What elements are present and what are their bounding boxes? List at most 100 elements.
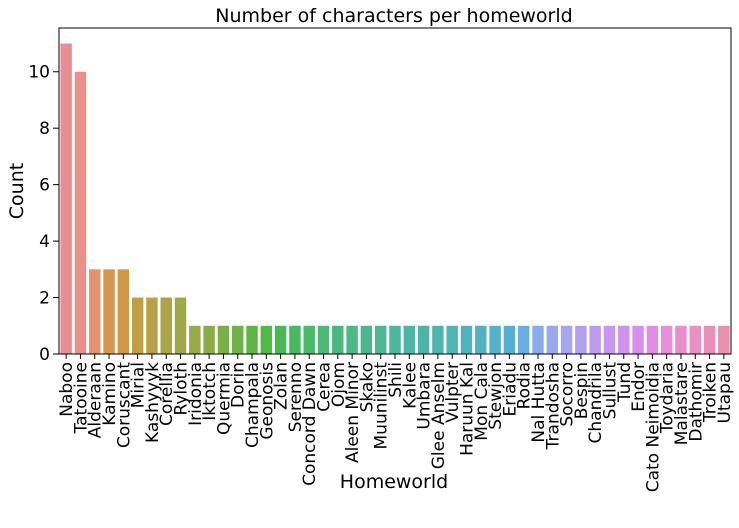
x-tick-label: Trandosha xyxy=(543,362,563,450)
x-tick-label: Stewjon xyxy=(486,362,506,430)
x-tick-label: Utapau xyxy=(715,362,735,424)
bar-alderaan xyxy=(89,269,101,354)
x-tick-label: Alderaan xyxy=(86,362,106,438)
x-tick-label: Skako xyxy=(357,362,377,412)
bar-glee-anselm xyxy=(432,325,444,354)
x-tick-label: Socorro xyxy=(558,362,578,427)
x-tick-label: Dathomir xyxy=(686,362,706,442)
bar-dorin xyxy=(232,325,244,354)
y-tick-label: 0 xyxy=(39,345,50,365)
bar-stewjon xyxy=(489,325,501,354)
bar-kalee xyxy=(403,325,416,354)
x-tick-label: Bespin xyxy=(572,362,592,419)
bar-aleen-minor xyxy=(346,325,358,354)
chart-title: Number of characters per homeworld xyxy=(215,5,572,27)
x-tick-label: Vulpter xyxy=(443,362,463,423)
bar-malastare xyxy=(675,325,687,354)
x-axis-label: Homeworld xyxy=(340,471,448,493)
bar-quermia xyxy=(217,325,230,354)
x-tick-label: Haruun Kal xyxy=(457,362,477,456)
bar-muunilinst xyxy=(374,325,387,354)
bar-vulpter xyxy=(446,325,458,354)
bar-cato-neimoidia xyxy=(646,325,659,354)
x-tick-label: Tund xyxy=(615,362,635,403)
x-tick-label: Malastare xyxy=(672,362,692,445)
y-tick-label: 8 xyxy=(39,119,50,139)
x-tick-label: Geonosis xyxy=(257,362,277,440)
x-tick-label: Nal Hutta xyxy=(529,362,549,443)
y-tick-label: 6 xyxy=(39,176,50,196)
bar-tatooine xyxy=(74,71,87,354)
x-tick-label: Shili xyxy=(386,362,406,398)
x-tick-label: Quermia xyxy=(214,362,234,435)
bar-coruscant xyxy=(117,269,130,354)
bar-sullust xyxy=(603,325,616,354)
x-tick-label: Eriadu xyxy=(500,362,520,416)
bar-champala xyxy=(246,325,258,354)
x-tick-label: Tatooine xyxy=(71,362,91,434)
x-tick-label: Umbara xyxy=(415,362,435,430)
x-tick-label: Cerea xyxy=(315,362,335,412)
x-tick-label: Mon Cala xyxy=(472,362,492,441)
bar-kashyyyk xyxy=(146,297,158,354)
bars-group xyxy=(60,43,730,355)
bar-rodia xyxy=(517,325,530,354)
x-tick-label: Chandrila xyxy=(586,362,606,443)
x-tick-label: Mirial xyxy=(129,362,149,408)
y-tick-label: 4 xyxy=(39,232,50,252)
bar-endor xyxy=(632,325,644,354)
x-tick-label: Troiken xyxy=(701,362,721,423)
bar-troiken xyxy=(703,325,716,354)
bar-toydaria xyxy=(660,325,673,354)
bar-chandrila xyxy=(589,325,601,354)
x-tick-label: Corellia xyxy=(157,362,177,426)
x-tick-label: Aleen Minor xyxy=(343,362,363,463)
x-tick-label: Serenno xyxy=(286,362,306,432)
x-tick-label: Iridonia xyxy=(186,362,206,426)
x-tick-label: Rodia xyxy=(515,362,535,409)
x-tick-label: Zolan xyxy=(272,362,292,410)
y-tick-label: 2 xyxy=(39,289,50,309)
x-tick-label: Naboo xyxy=(57,362,77,417)
y-tick-label: 10 xyxy=(28,63,50,83)
x-tick-label: Concord Dawn xyxy=(300,362,320,486)
x-tick-label: Muunilinst xyxy=(372,362,392,450)
bar-ryloth xyxy=(174,297,187,354)
x-tick-label: Dorin xyxy=(229,362,249,408)
x-tick-label: Champala xyxy=(243,362,263,448)
x-tick-label: Sullust xyxy=(600,362,620,420)
bar-naboo xyxy=(60,43,72,355)
bar-concord-dawn xyxy=(303,325,315,354)
bar-nal-hutta xyxy=(532,325,544,354)
x-tick-label: Toydaria xyxy=(658,362,678,434)
bar-ojom xyxy=(332,325,344,354)
bar-shili xyxy=(389,325,401,354)
bar-trandosha xyxy=(546,325,558,354)
x-tick-label: Coruscant xyxy=(114,362,134,448)
bar-cerea xyxy=(317,325,330,354)
x-tick-label: Kalee xyxy=(400,362,420,409)
bar-iktotch xyxy=(203,325,215,354)
bar-haruun-kal xyxy=(460,325,473,354)
bar-corellia xyxy=(160,297,172,354)
bar-socorro xyxy=(560,325,573,354)
bar-skako xyxy=(360,325,373,354)
bar-utapau xyxy=(718,325,730,354)
y-axis-label: Count xyxy=(6,163,28,219)
bar-tund xyxy=(618,325,630,354)
bar-umbara xyxy=(417,325,430,354)
y-ticks-group: 0 2 4 6 8 10 xyxy=(28,63,59,365)
x-tick-label: Cato Neimoidia xyxy=(643,362,663,492)
bar-mirial xyxy=(131,297,144,354)
bar-dathomir xyxy=(689,325,701,354)
x-tick-label: Ojom xyxy=(329,362,349,407)
bar-geonosis xyxy=(260,325,273,354)
plot-frame xyxy=(58,27,732,355)
bar-kamino xyxy=(103,269,115,354)
bar-serenno xyxy=(289,325,301,354)
x-ticks-group: NabooTatooineAlderaanKaminoCoruscantMiri… xyxy=(57,354,735,492)
bar-bespin xyxy=(575,325,587,354)
bar-zolan xyxy=(274,325,287,354)
x-tick-label: Glee Anselm xyxy=(429,362,449,469)
x-tick-label: Kashyyyk xyxy=(143,362,163,443)
